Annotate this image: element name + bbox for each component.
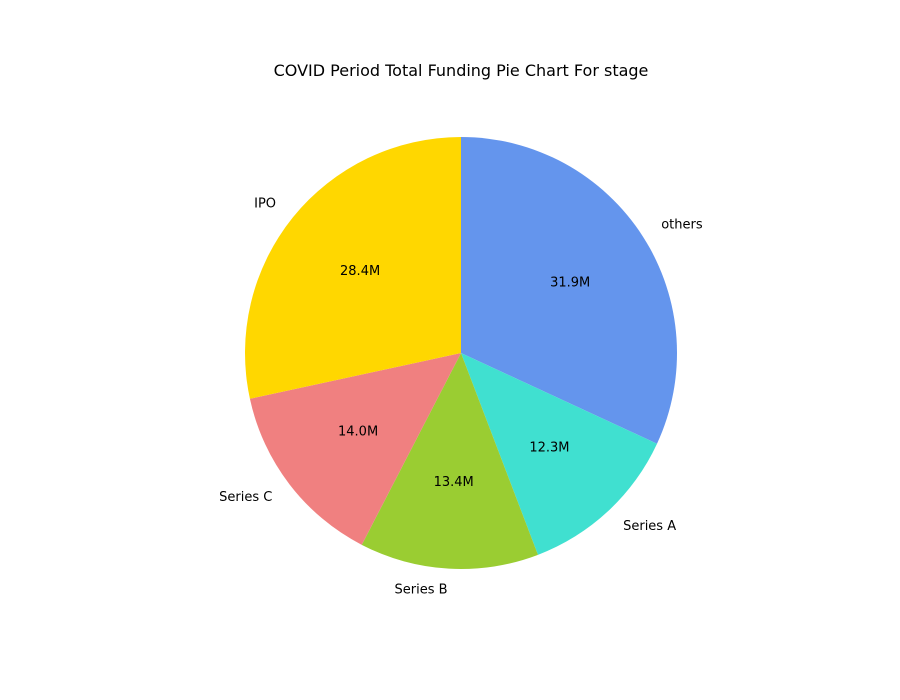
slice-value-series-b: 13.4M — [434, 475, 474, 490]
pie-slice-ipo — [244, 137, 461, 399]
pie-slice-series-b — [361, 353, 538, 569]
slice-value-others: 31.9M — [550, 276, 590, 291]
pie-slice-series-c — [249, 353, 461, 545]
slice-value-ipo: 28.4M — [340, 264, 380, 279]
slice-label-series-c: Series C — [219, 490, 272, 505]
slice-label-series-b: Series B — [395, 583, 448, 598]
pie-slice-others — [461, 137, 677, 444]
slice-label-ipo: IPO — [254, 196, 276, 211]
pie-slices — [244, 137, 677, 569]
slice-value-series-a: 12.3M — [529, 440, 569, 455]
slice-label-series-a: Series A — [623, 519, 676, 534]
pie-labels: others 31.9M Series A 12.3M Series B 13.4M Ser… — [219, 196, 703, 597]
slice-label-others: others — [661, 218, 703, 233]
slice-value-series-c: 14.0M — [338, 424, 378, 439]
chart-title: COVID Period Total Funding Pie Chart For… — [274, 61, 649, 80]
pie-slice-series-a — [461, 353, 658, 555]
